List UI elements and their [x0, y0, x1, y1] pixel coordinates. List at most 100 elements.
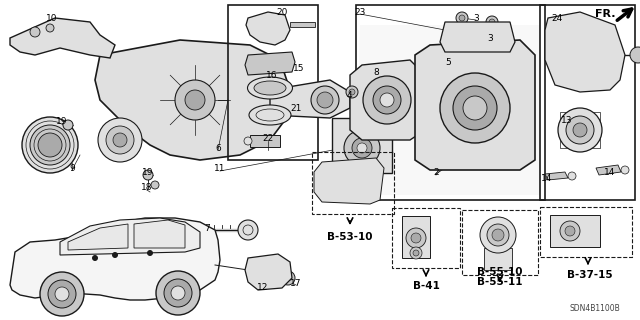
Circle shape — [55, 287, 69, 301]
Circle shape — [22, 117, 78, 173]
Circle shape — [171, 286, 185, 300]
Circle shape — [342, 176, 354, 188]
Text: B-53-10: B-53-10 — [327, 232, 372, 242]
Polygon shape — [440, 22, 515, 52]
Text: 17: 17 — [291, 278, 301, 287]
Circle shape — [143, 170, 153, 180]
Circle shape — [459, 15, 465, 21]
Circle shape — [113, 133, 127, 147]
Circle shape — [48, 280, 76, 308]
Bar — [290, 22, 315, 27]
Bar — [402, 216, 430, 258]
Circle shape — [151, 181, 159, 189]
Circle shape — [317, 92, 333, 108]
Text: 16: 16 — [266, 70, 278, 79]
Polygon shape — [95, 40, 290, 160]
Text: SDN4B1100B: SDN4B1100B — [569, 304, 620, 313]
Ellipse shape — [249, 105, 291, 125]
Text: 2: 2 — [433, 167, 439, 177]
Polygon shape — [596, 165, 621, 175]
Circle shape — [349, 89, 355, 95]
Circle shape — [258, 263, 278, 283]
Circle shape — [336, 170, 360, 194]
Polygon shape — [10, 18, 115, 58]
Circle shape — [373, 86, 401, 114]
Circle shape — [38, 133, 62, 157]
Circle shape — [175, 80, 215, 120]
Circle shape — [40, 272, 84, 316]
Circle shape — [492, 229, 504, 241]
Bar — [560, 112, 600, 148]
Text: 19: 19 — [56, 116, 68, 125]
Polygon shape — [356, 25, 540, 195]
Circle shape — [185, 90, 205, 110]
Text: 6: 6 — [215, 143, 221, 153]
Bar — [332, 118, 392, 173]
Text: B-55-10: B-55-10 — [477, 267, 523, 277]
Circle shape — [630, 47, 640, 63]
Text: 7: 7 — [204, 223, 210, 233]
Text: 23: 23 — [355, 7, 365, 17]
Text: 18: 18 — [141, 182, 153, 191]
Text: B-37-15: B-37-15 — [567, 270, 613, 280]
Ellipse shape — [248, 77, 292, 99]
Circle shape — [344, 130, 380, 166]
Bar — [540, 5, 635, 200]
Text: 3: 3 — [487, 34, 493, 43]
Circle shape — [487, 224, 509, 246]
Text: 20: 20 — [276, 7, 288, 17]
Polygon shape — [245, 254, 292, 290]
Circle shape — [147, 250, 153, 256]
Circle shape — [453, 86, 497, 130]
Text: 19: 19 — [142, 167, 154, 177]
Polygon shape — [545, 12, 625, 92]
Text: 21: 21 — [291, 103, 301, 113]
Circle shape — [92, 255, 98, 261]
Circle shape — [352, 138, 372, 158]
Polygon shape — [545, 172, 568, 180]
Circle shape — [30, 27, 40, 37]
Bar — [550, 215, 600, 247]
Circle shape — [566, 116, 594, 144]
Circle shape — [410, 247, 422, 259]
Circle shape — [440, 73, 510, 143]
Polygon shape — [245, 52, 295, 75]
Polygon shape — [68, 224, 128, 250]
Polygon shape — [415, 40, 535, 170]
Text: 9: 9 — [69, 164, 75, 172]
Circle shape — [363, 76, 411, 124]
Circle shape — [106, 126, 134, 154]
Bar — [355, 168, 369, 183]
Circle shape — [486, 16, 498, 28]
Text: 5: 5 — [445, 58, 451, 67]
Circle shape — [621, 166, 629, 174]
Circle shape — [572, 45, 592, 65]
Circle shape — [63, 120, 73, 130]
Circle shape — [489, 19, 495, 25]
Ellipse shape — [254, 81, 286, 95]
Text: 12: 12 — [257, 283, 269, 292]
Circle shape — [558, 108, 602, 152]
Text: 10: 10 — [46, 13, 58, 22]
Text: 8: 8 — [373, 68, 379, 76]
Circle shape — [346, 86, 358, 98]
Circle shape — [480, 217, 516, 253]
Circle shape — [164, 279, 192, 307]
Circle shape — [406, 228, 426, 248]
Circle shape — [311, 86, 339, 114]
Circle shape — [463, 96, 487, 120]
Bar — [484, 248, 512, 270]
Text: 4: 4 — [346, 91, 352, 100]
Text: 14: 14 — [541, 173, 553, 182]
Circle shape — [261, 56, 275, 70]
Circle shape — [264, 20, 276, 32]
Circle shape — [560, 221, 580, 241]
Polygon shape — [60, 218, 200, 255]
Circle shape — [46, 24, 54, 32]
Bar — [540, 207, 632, 257]
Polygon shape — [10, 218, 220, 300]
Circle shape — [411, 233, 421, 243]
Text: FR.: FR. — [595, 9, 615, 19]
Bar — [392, 208, 460, 268]
Text: B-41: B-41 — [413, 281, 440, 291]
